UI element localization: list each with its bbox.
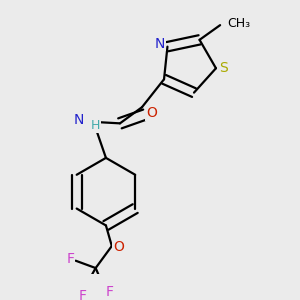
Text: F: F: [78, 289, 86, 300]
Text: S: S: [219, 61, 228, 75]
Text: O: O: [113, 241, 124, 254]
Text: N: N: [155, 37, 165, 51]
Text: N: N: [74, 112, 84, 127]
Text: O: O: [146, 106, 157, 120]
Text: CH₃: CH₃: [227, 17, 250, 30]
Text: F: F: [66, 252, 74, 266]
Text: H: H: [91, 119, 100, 132]
Text: F: F: [105, 285, 113, 299]
